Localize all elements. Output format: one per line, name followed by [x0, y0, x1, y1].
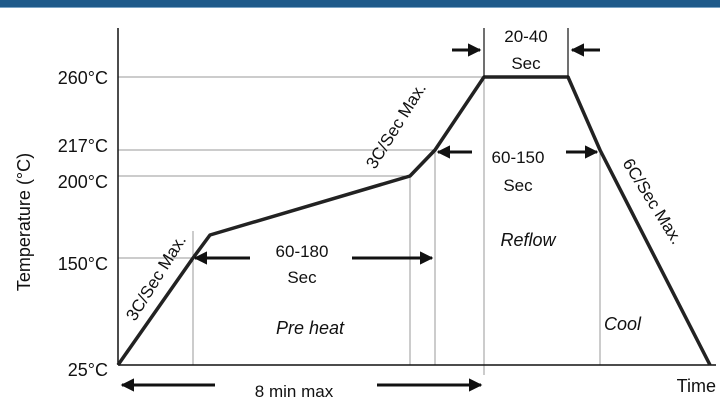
peak-time-unit: Sec — [511, 54, 541, 73]
y-tick-label-217: 217°C — [58, 136, 108, 156]
y-tick-label-25: 25°C — [68, 360, 108, 380]
preheat-time-unit: Sec — [287, 268, 317, 287]
peak-time-label: 20-40 — [504, 27, 547, 46]
y-tick-label-200: 200°C — [58, 172, 108, 192]
top-border-line — [0, 7, 720, 8]
grid-lines — [118, 76, 601, 375]
reflow-time-label: 60-150 — [492, 148, 545, 167]
ramp-down-label: 6C/Sec Max. — [619, 155, 687, 248]
y-axis-label: Temperature (°C) — [14, 153, 34, 291]
total-time-label: 8 min max — [255, 382, 334, 400]
x-axis-label: Time — [677, 376, 716, 396]
y-tick-label-150: 150°C — [58, 254, 108, 274]
reflow-zone-label: Reflow — [500, 230, 556, 250]
cool-zone-label: Cool — [604, 314, 642, 334]
reflow-time-unit: Sec — [503, 176, 533, 195]
top-border-bar — [0, 0, 720, 7]
preheat-time-label: 60-180 — [276, 242, 329, 261]
y-tick-label-260: 260°C — [58, 68, 108, 88]
ramp-up-2-label: 3C/Sec Max. — [362, 80, 430, 173]
preheat-zone-label: Pre heat — [276, 318, 345, 338]
series-line-temperature-profile — [116, 75, 712, 367]
